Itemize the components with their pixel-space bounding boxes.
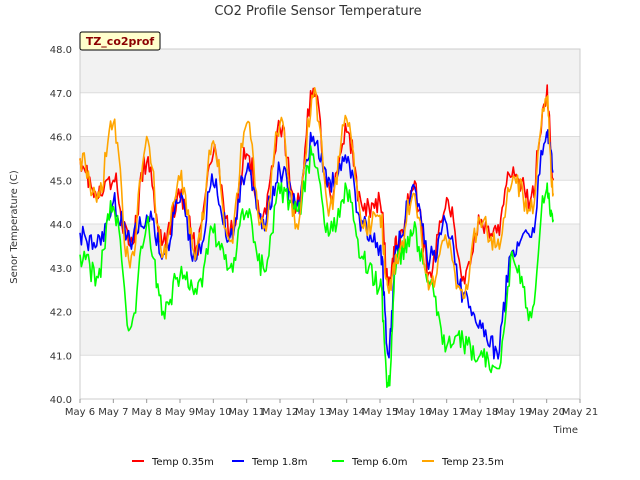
y-tick-label: 46.0 bbox=[50, 133, 72, 144]
x-tick-label: May 19 bbox=[495, 407, 532, 418]
badge: TZ_co2prof bbox=[79, 31, 161, 51]
plot-band bbox=[80, 49, 580, 93]
y-axis-title: Senor Temperature (C) bbox=[9, 170, 20, 284]
y-tick-label: 42.0 bbox=[50, 308, 72, 319]
x-tick-label: May 16 bbox=[395, 407, 432, 418]
y-axis: 40.0 41.0 42.0 43.0 44.0 45.0 46.0 47.0 48.0 bbox=[50, 45, 72, 406]
series-lines bbox=[79, 84, 555, 389]
chart-title: CO2 Profile Sensor Temperature bbox=[214, 4, 421, 19]
x-tick-label: May 7 bbox=[98, 407, 128, 418]
x-tick-label: May 12 bbox=[262, 407, 299, 418]
y-tick-label: 40.0 bbox=[50, 395, 72, 406]
y-tick-label: 41.0 bbox=[50, 351, 72, 362]
x-tick-label: May 18 bbox=[462, 407, 499, 418]
y-tick-label: 45.0 bbox=[50, 176, 72, 187]
legend-label: Temp 1.8m bbox=[251, 457, 307, 468]
badge-label: TZ_co2prof bbox=[86, 35, 155, 48]
plot-band bbox=[80, 92, 580, 137]
y-tick-label: 48.0 bbox=[50, 45, 72, 56]
x-tick-label: May 20 bbox=[528, 407, 565, 418]
x-tick-label: May 21 bbox=[562, 407, 599, 418]
series-line bbox=[79, 145, 555, 389]
x-tick-label: May 6 bbox=[65, 407, 95, 418]
x-tick-label: May 10 bbox=[195, 407, 232, 418]
x-tick-label: May 8 bbox=[132, 407, 162, 418]
plot-frame bbox=[79, 48, 581, 400]
x-tick-label: May 11 bbox=[228, 407, 265, 418]
y-tick-label: 44.0 bbox=[50, 220, 72, 231]
y-tick-label: 43.0 bbox=[50, 264, 72, 275]
legend: Temp 0.35m Temp 1.8m Temp 6.0m Temp 23.5m bbox=[132, 457, 504, 468]
x-tick-label: May 17 bbox=[428, 407, 465, 418]
x-tick-label: May 14 bbox=[328, 407, 365, 418]
x-tick-label: May 15 bbox=[362, 407, 399, 418]
plot-band bbox=[80, 267, 580, 312]
legend-label: Temp 6.0m bbox=[351, 457, 407, 468]
plot-band bbox=[80, 136, 580, 181]
series-line bbox=[79, 87, 555, 300]
legend-label: Temp 23.5m bbox=[441, 457, 504, 468]
plot-band bbox=[80, 311, 580, 356]
legend-label: Temp 0.35m bbox=[151, 457, 214, 468]
x-axis-title: Time bbox=[553, 425, 578, 436]
plot-band bbox=[80, 355, 580, 399]
y-tick-label: 47.0 bbox=[50, 89, 72, 100]
x-tick-label: May 13 bbox=[295, 407, 332, 418]
x-tick-label: May 9 bbox=[165, 407, 195, 418]
